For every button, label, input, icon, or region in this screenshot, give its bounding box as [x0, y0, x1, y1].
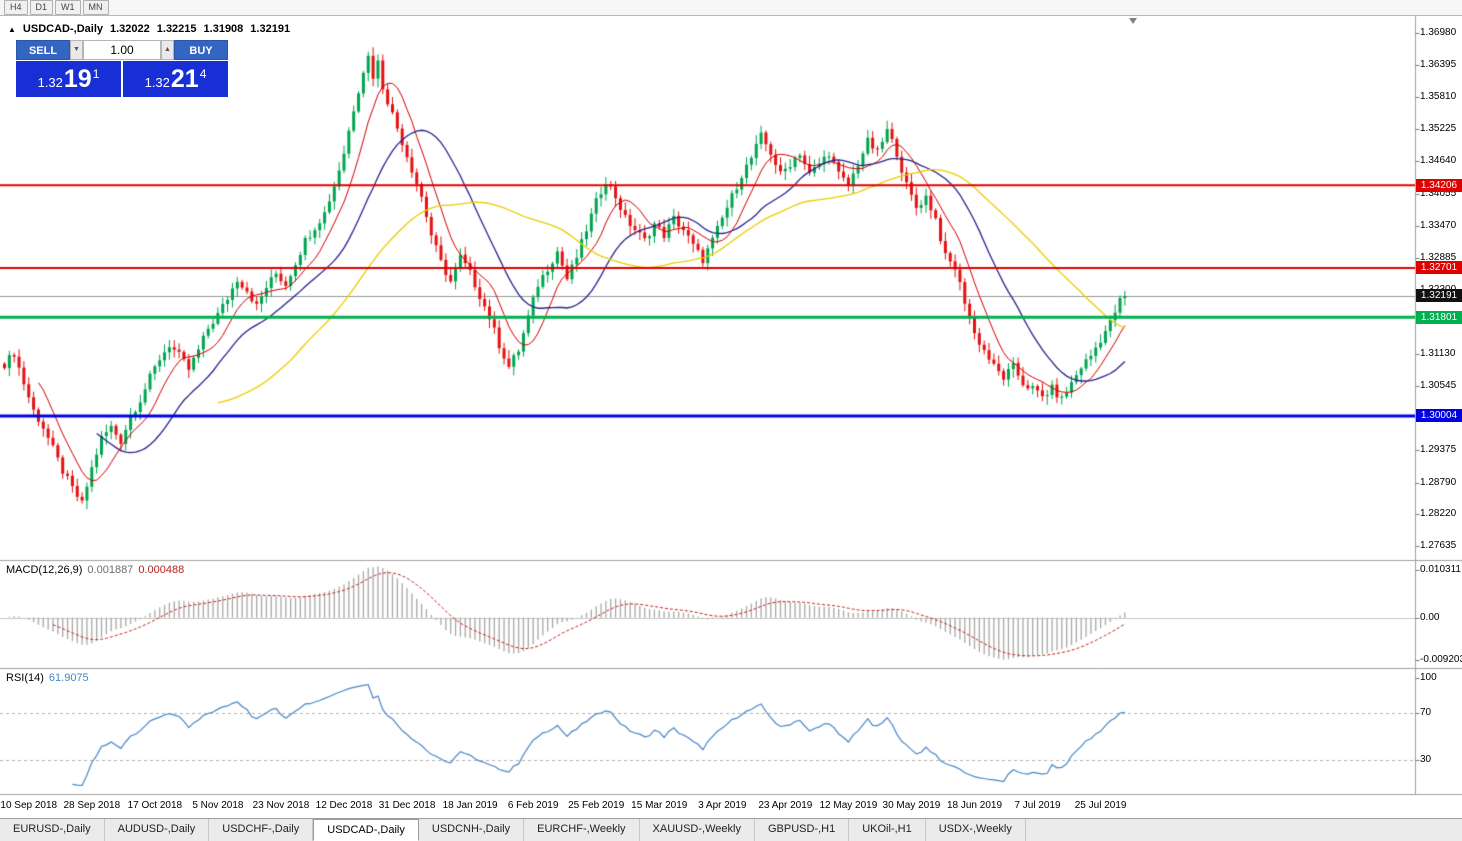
ohlc-high: 1.32215 — [156, 23, 197, 35]
chart-tab-audusd-daily[interactable]: AUDUSD-,Daily — [104, 819, 210, 841]
date-axis-label: 12 Dec 2018 — [315, 800, 373, 811]
price-axis-label: 1.34640 — [1420, 155, 1457, 167]
symbol-title: USDCAD-,Daily — [22, 23, 103, 35]
indicator-axis-label: 70 — [1420, 707, 1432, 719]
sell-price-pips: 19 — [63, 65, 92, 93]
date-axis-label: 17 Oct 2018 — [127, 800, 183, 811]
buy-price-figure: 1.32 — [144, 75, 170, 90]
level-badge-resistance-lower: 1.32701 — [1416, 261, 1462, 275]
date-axis-label: 30 May 2019 — [882, 800, 941, 811]
rsi-value: 61.9075 — [48, 672, 89, 684]
timeframe-button-d1[interactable]: D1 — [29, 0, 54, 15]
macd-indicator-label: MACD(12,26,9) 0.001887 0.000488 — [6, 564, 184, 576]
timeframe-toolbar: H4 D1 W1 MN — [0, 0, 1462, 16]
timeframe-button-h4[interactable]: H4 — [4, 0, 28, 15]
date-axis-label: 5 Nov 2018 — [192, 800, 244, 811]
date-axis-label: 3 Apr 2019 — [698, 800, 747, 811]
indicator-axis-label: 0.010311 — [1420, 564, 1461, 576]
chart-tab-usdcnh-daily[interactable]: USDCNH-,Daily — [418, 819, 525, 841]
current-price-badge: 1.32191 — [1416, 289, 1462, 303]
price-axis-label: 1.33470 — [1420, 219, 1457, 231]
chart-tab-usdx-weekly[interactable]: USDX-,Weekly — [925, 819, 1026, 841]
price-axis-label: 1.35810 — [1420, 91, 1457, 103]
price-axis-label: 1.36980 — [1420, 27, 1457, 38]
ohlc-low: 1.31908 — [203, 23, 244, 35]
level-badge-support-green: 1.31801 — [1416, 310, 1462, 324]
price-axis-label: 1.30545 — [1420, 380, 1457, 392]
sell-price-point: 1 — [92, 67, 100, 81]
date-axis-label: 31 Dec 2018 — [378, 800, 436, 811]
chart-shift-marker-icon[interactable] — [1129, 18, 1137, 24]
date-axis-label: 10 Sep 2018 — [0, 800, 58, 811]
buy-price-point: 4 — [199, 67, 207, 81]
price-axis-label: 1.29375 — [1420, 444, 1457, 456]
ohlc-close: 1.32191 — [250, 23, 291, 35]
chart-tab-eurusd-daily[interactable]: EURUSD-,Daily — [0, 819, 105, 841]
date-axis-label: 28 Sep 2018 — [63, 800, 121, 811]
chart-tab-ukoil-h1[interactable]: UKOil-,H1 — [849, 819, 926, 841]
indicator-axis-label: -0.009203 — [1420, 654, 1462, 666]
chart-tab-usdcad-daily[interactable]: USDCAD-,Daily — [313, 819, 419, 841]
volume-input[interactable] — [83, 40, 161, 60]
one-click-panel-toggle-icon[interactable]: ▲ — [8, 24, 16, 34]
buy-price-pips: 21 — [170, 65, 199, 93]
one-click-trading-panel: SELL ▼ ▲ BUY 1.32 19 1 1.32 21 4 — [16, 40, 228, 97]
indicator-axis-label: 0.00 — [1420, 611, 1440, 623]
date-axis-label: 23 Apr 2019 — [758, 800, 813, 811]
ohlc-open: 1.32022 — [110, 23, 150, 35]
price-axis-label: 1.31130 — [1420, 348, 1456, 360]
buy-price-display[interactable]: 1.32 21 4 — [123, 61, 228, 97]
date-axis-label: 23 Nov 2018 — [252, 800, 310, 811]
date-axis-label: 18 Jun 2019 — [946, 800, 1003, 811]
price-axis-label: 1.28220 — [1420, 507, 1457, 519]
indicator-axis-label: 30 — [1420, 753, 1432, 765]
sell-price-display[interactable]: 1.32 19 1 — [16, 61, 121, 97]
chart-tab-eurchf-weekly[interactable]: EURCHF-,Weekly — [524, 819, 640, 841]
macd-main-value: 0.001887 — [87, 564, 134, 576]
date-axis-label: 25 Jul 2019 — [1074, 800, 1127, 811]
macd-name: MACD(12,26,9) — [6, 564, 83, 576]
volume-increase-icon[interactable]: ▲ — [161, 40, 174, 60]
level-badge-support-blue: 1.30004 — [1416, 409, 1462, 423]
date-axis-label: 7 Jul 2019 — [1014, 800, 1061, 811]
sell-price-figure: 1.32 — [37, 75, 63, 90]
chart-tab-bar: EURUSD-,Daily AUDUSD-,Daily USDCHF-,Daily U… — [0, 818, 1462, 841]
rsi-indicator-label: RSI(14) 61.9075 — [6, 672, 89, 684]
level-badge-resistance-upper: 1.34206 — [1416, 178, 1462, 192]
chart-tab-usdchf-daily[interactable]: USDCHF-,Daily — [209, 819, 314, 841]
price-axis-label: 1.35225 — [1420, 123, 1457, 135]
sell-button[interactable]: SELL — [16, 40, 70, 60]
price-axis-label: 1.32885 — [1420, 251, 1457, 263]
chart-tab-gbpusd-h1[interactable]: GBPUSD-,H1 — [754, 819, 850, 841]
macd-signal-value: 0.000488 — [138, 564, 185, 576]
timeframe-button-w1[interactable]: W1 — [55, 0, 81, 15]
indicator-axis-label: 100 — [1420, 672, 1437, 683]
timeframe-button-mn[interactable]: MN — [82, 0, 109, 15]
rsi-name: RSI(14) — [6, 672, 44, 684]
volume-decrease-icon[interactable]: ▼ — [70, 40, 83, 60]
price-axis-label: 1.34055 — [1420, 187, 1457, 199]
chart-tab-xauusd-weekly[interactable]: XAUUSD-,Weekly — [639, 819, 755, 841]
date-axis-label: 25 Feb 2019 — [568, 800, 625, 811]
price-axis-label: 1.28790 — [1420, 476, 1457, 488]
price-axis-label: 1.27635 — [1420, 540, 1457, 551]
date-axis-label: 12 May 2019 — [819, 800, 878, 811]
chart-ohlc-title: ▲ USDCAD-,Daily 1.32022 1.32215 1.31908 … — [8, 23, 290, 35]
date-axis-label: 15 Mar 2019 — [631, 800, 688, 811]
date-axis-label: 6 Feb 2019 — [507, 800, 559, 811]
date-axis-label: 18 Jan 2019 — [442, 800, 498, 811]
buy-button[interactable]: BUY — [174, 40, 228, 60]
price-axis-label: 1.36395 — [1420, 59, 1457, 71]
